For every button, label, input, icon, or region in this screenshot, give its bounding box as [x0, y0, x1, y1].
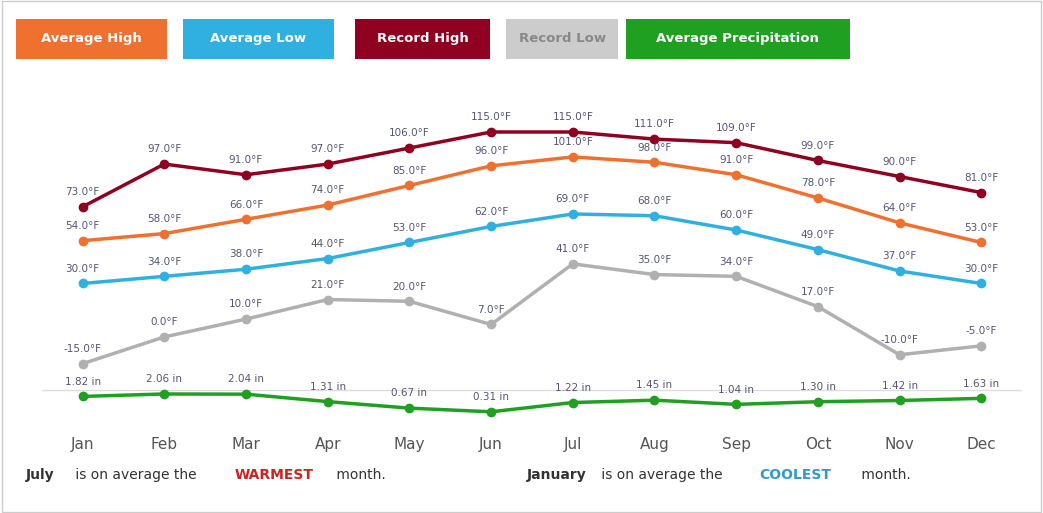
Text: 0.31 in: 0.31 in — [474, 392, 509, 402]
Text: 60.0°F: 60.0°F — [719, 210, 753, 220]
Text: Record Low: Record Low — [518, 32, 606, 46]
Text: 73.0°F: 73.0°F — [66, 187, 100, 197]
Text: 37.0°F: 37.0°F — [882, 251, 917, 261]
Text: 1.42 in: 1.42 in — [881, 381, 918, 391]
Text: 53.0°F: 53.0°F — [392, 223, 427, 233]
Text: 81.0°F: 81.0°F — [964, 173, 998, 183]
Text: 106.0°F: 106.0°F — [389, 128, 430, 139]
Text: 1.30 in: 1.30 in — [800, 382, 835, 392]
Text: 1.63 in: 1.63 in — [964, 379, 999, 389]
Text: 74.0°F: 74.0°F — [311, 185, 345, 195]
Text: WARMEST: WARMEST — [235, 467, 314, 482]
Text: 1.04 in: 1.04 in — [719, 385, 754, 394]
Text: 101.0°F: 101.0°F — [553, 137, 593, 147]
Text: 10.0°F: 10.0°F — [228, 300, 263, 309]
Text: 54.0°F: 54.0°F — [66, 221, 100, 231]
Text: 20.0°F: 20.0°F — [392, 282, 427, 291]
Text: 0.67 in: 0.67 in — [391, 388, 428, 399]
Text: 34.0°F: 34.0°F — [147, 256, 181, 267]
Text: COOLEST: COOLEST — [759, 467, 831, 482]
Text: month.: month. — [857, 467, 912, 482]
Text: 115.0°F: 115.0°F — [553, 112, 593, 122]
Text: month.: month. — [332, 467, 386, 482]
Text: January: January — [527, 467, 586, 482]
Text: 1.31 in: 1.31 in — [310, 382, 345, 392]
Text: 111.0°F: 111.0°F — [634, 120, 675, 129]
Text: 97.0°F: 97.0°F — [311, 144, 345, 154]
Text: 2.04 in: 2.04 in — [228, 374, 264, 384]
Text: Record High: Record High — [377, 32, 468, 46]
Text: 97.0°F: 97.0°F — [147, 144, 181, 154]
Text: 66.0°F: 66.0°F — [228, 200, 263, 210]
Text: Average Precipitation: Average Precipitation — [656, 32, 820, 46]
Text: 91.0°F: 91.0°F — [228, 155, 263, 165]
Text: -15.0°F: -15.0°F — [64, 344, 101, 354]
Text: 1.22 in: 1.22 in — [555, 383, 590, 393]
Text: 109.0°F: 109.0°F — [715, 123, 756, 133]
Text: 62.0°F: 62.0°F — [474, 207, 508, 216]
Text: 30.0°F: 30.0°F — [964, 264, 998, 274]
Text: is on average the: is on average the — [71, 467, 201, 482]
Text: 99.0°F: 99.0°F — [801, 141, 835, 151]
Text: 30.0°F: 30.0°F — [66, 264, 100, 274]
Text: 44.0°F: 44.0°F — [311, 239, 345, 249]
Text: -5.0°F: -5.0°F — [966, 326, 997, 336]
Text: 0.0°F: 0.0°F — [150, 317, 178, 327]
Text: 7.0°F: 7.0°F — [478, 305, 505, 315]
Text: -10.0°F: -10.0°F — [880, 335, 919, 345]
Text: 53.0°F: 53.0°F — [964, 223, 998, 233]
Text: 49.0°F: 49.0°F — [801, 230, 835, 240]
Text: 69.0°F: 69.0°F — [556, 194, 590, 204]
Text: 1.45 in: 1.45 in — [636, 381, 673, 390]
Text: 98.0°F: 98.0°F — [637, 143, 672, 152]
Text: 58.0°F: 58.0°F — [147, 214, 181, 224]
Text: 41.0°F: 41.0°F — [556, 244, 590, 254]
Text: 96.0°F: 96.0°F — [474, 146, 508, 156]
Text: 1.82 in: 1.82 in — [65, 377, 100, 387]
Text: 85.0°F: 85.0°F — [392, 166, 427, 176]
Text: July: July — [26, 467, 54, 482]
Text: 38.0°F: 38.0°F — [228, 249, 263, 260]
Text: 35.0°F: 35.0°F — [637, 255, 672, 265]
Text: 115.0°F: 115.0°F — [470, 112, 511, 122]
Text: 2.06 in: 2.06 in — [146, 374, 183, 384]
Text: Average Low: Average Low — [210, 32, 307, 46]
Text: Average High: Average High — [41, 32, 142, 46]
Text: is on average the: is on average the — [597, 467, 727, 482]
Text: 17.0°F: 17.0°F — [801, 287, 835, 297]
Text: 34.0°F: 34.0°F — [719, 256, 753, 267]
Text: 78.0°F: 78.0°F — [801, 178, 835, 188]
Text: 90.0°F: 90.0°F — [882, 157, 917, 167]
Text: 21.0°F: 21.0°F — [311, 280, 345, 290]
Text: 64.0°F: 64.0°F — [882, 203, 917, 213]
Text: 68.0°F: 68.0°F — [637, 196, 672, 206]
Text: 91.0°F: 91.0°F — [719, 155, 753, 165]
